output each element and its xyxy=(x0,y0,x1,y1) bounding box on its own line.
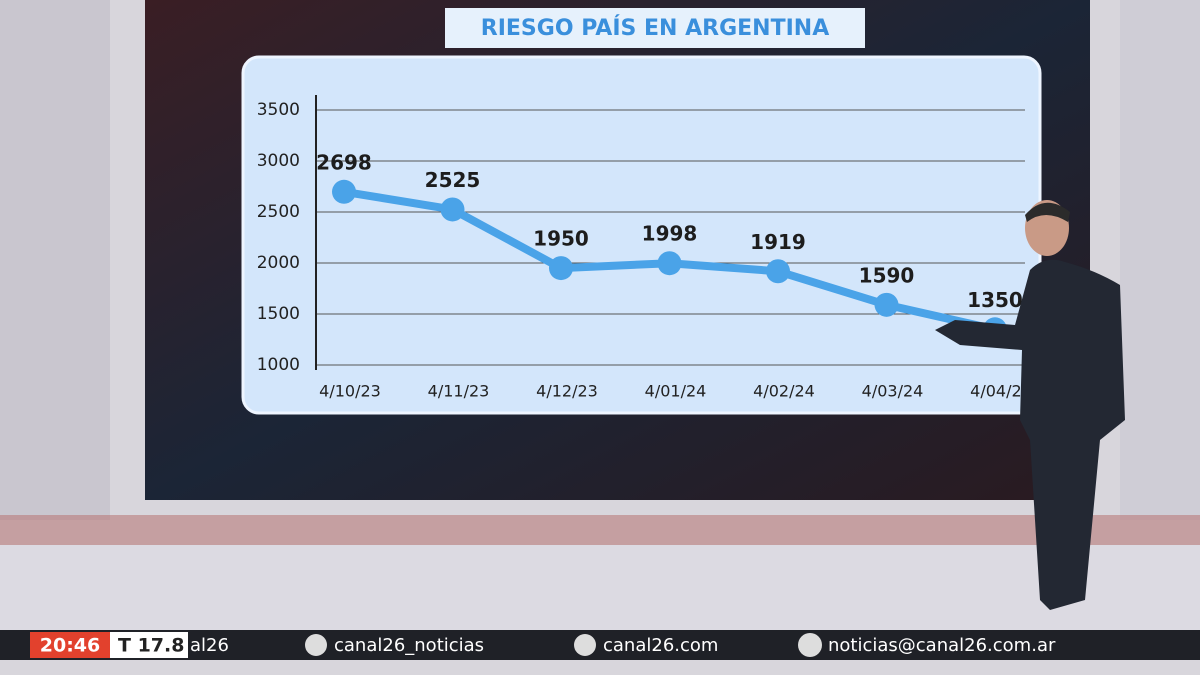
studio-panel-right xyxy=(1120,0,1200,520)
presenter-hair xyxy=(1025,202,1070,222)
data-label: 1998 xyxy=(642,222,698,246)
data-label: 1350 xyxy=(967,288,1023,312)
y-tick-label: 1000 xyxy=(257,355,300,375)
stage-edge xyxy=(0,515,1200,545)
x-tick-label: 4/01/24 xyxy=(645,382,707,401)
y-tick-label: 3000 xyxy=(257,151,300,171)
time-box xyxy=(30,632,110,658)
data-label: 1590 xyxy=(859,263,915,287)
ticker-temperature: T 17.8 xyxy=(118,635,184,657)
x-tick-label: 4/02/24 xyxy=(753,382,815,401)
title-box xyxy=(445,8,865,48)
mail-icon xyxy=(798,633,822,657)
y-tick-label: 2000 xyxy=(257,253,300,273)
data-point xyxy=(440,197,465,222)
plot: 1000 1500 2000 2500 3000 3500 4/10/23 4/11/23 4/… xyxy=(257,95,1032,401)
ticker-time: 20:46 xyxy=(40,635,100,657)
data-label: 2698 xyxy=(316,150,372,174)
data-point xyxy=(332,179,356,204)
data-point xyxy=(874,292,899,317)
stage-floor xyxy=(0,545,1200,630)
x-tick-label: 4/11/23 xyxy=(428,382,490,401)
data-point xyxy=(657,251,682,276)
ticker-bar xyxy=(0,630,1200,660)
chart-title: RIESGO PAÍS EN ARGENTINA xyxy=(481,15,829,41)
x-tick-label: 4/12/23 xyxy=(536,382,598,401)
studio-panel-left xyxy=(0,0,110,520)
data-point xyxy=(766,259,790,284)
temp-box xyxy=(110,632,188,658)
ticker-social: canal26_noticias xyxy=(334,635,484,656)
telegram-icon xyxy=(305,634,327,656)
ticker-website: canal26.com xyxy=(603,635,718,656)
data-label: 1919 xyxy=(750,230,806,254)
ticker-channel: al26 xyxy=(190,635,229,656)
data-label: 2525 xyxy=(425,168,481,192)
y-tick-label: 3500 xyxy=(257,100,300,120)
y-tick-label: 1500 xyxy=(257,304,300,324)
data-label: 1950 xyxy=(533,227,589,251)
y-tick-label: 2500 xyxy=(257,202,300,222)
x-tick-label: 4/04/24 xyxy=(970,382,1032,401)
data-point xyxy=(549,256,573,281)
presenter-body xyxy=(935,259,1125,610)
web-icon xyxy=(574,634,596,656)
x-tick-label: 4/03/24 xyxy=(862,382,924,401)
x-tick-label: 4/10/23 xyxy=(319,382,381,401)
ticker-email: noticias@canal26.com.ar xyxy=(828,635,1056,656)
